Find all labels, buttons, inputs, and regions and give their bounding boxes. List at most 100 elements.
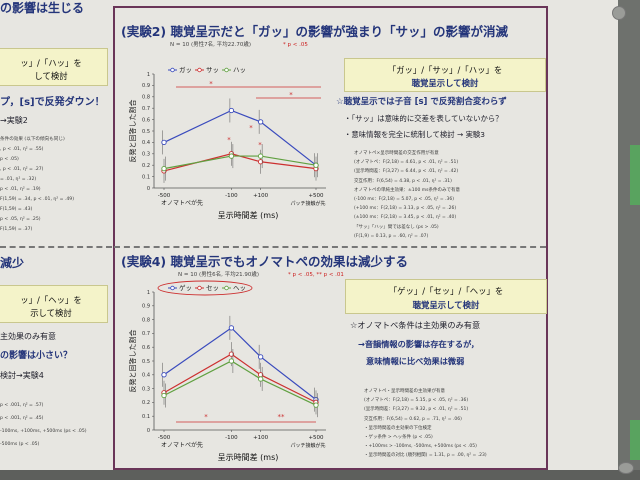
subject-info: N = 10 (男性7名, 平均22.70歳) (170, 42, 251, 48)
stats-line: (+100 ms：F(2,18) = 3.13, p < .05, η² = .… (354, 206, 457, 212)
x-tick-label: +500 (308, 435, 324, 441)
pin-icon (612, 6, 626, 20)
condition-box: 「ガッ」/「サッ」/「ハッ」を 聴覚呈示して検討 (344, 58, 546, 92)
stats-line: オノマトペ×呈示時間差の交互作用が有意 (354, 151, 439, 156)
y-tick-label: 0.6 (142, 345, 150, 351)
significance-legend: * p < .05 (283, 42, 308, 48)
stats-line: p < .05, η² = .25) (0, 217, 41, 222)
stats-line: ・呈示時間差の主効果の下位検定 (364, 425, 432, 431)
stats-line: (オノマトペ：F(2,18) = 5.15, p < .05, η² = .36… (364, 398, 469, 404)
note: →実験2 (0, 116, 28, 125)
conclusion-line: ・意味情報を完全に統制して検討 → 実験3 (344, 130, 486, 139)
legend-highlight (157, 280, 253, 296)
y-tick-label: 0.9 (142, 304, 150, 310)
box-text: ッ」/「ハッ」を (20, 58, 82, 68)
y-tick-label: 0 (147, 428, 150, 434)
data-point (228, 325, 235, 331)
data-point (257, 119, 264, 125)
conclusion-line: ・「サッ」は意味的に交差を表していないから？ (344, 114, 503, 123)
box-text: 示して検討 (30, 308, 72, 318)
y-tick-label: 0 (147, 186, 150, 192)
conclusion-line: →音韻情報の影響は存在するが， (358, 339, 479, 349)
stats-line: -100ms, +100ms, +500ms (ps < .05) (0, 429, 87, 434)
stats-line: ・+100ms > -100ms, -500ms, +500ms (ps < .… (364, 444, 477, 450)
note: 検討→実験4 (0, 371, 44, 380)
wall (618, 0, 640, 480)
poster-edge (0, 470, 640, 480)
y-tick-label: 1 (147, 72, 150, 78)
box-text: 聴覚呈示して検討 (412, 300, 480, 310)
y-tick-label: 0.3 (142, 386, 150, 392)
series-line (163, 327, 317, 401)
legend-marker (224, 285, 229, 291)
significance-star: * (249, 124, 253, 132)
stats-line: ・呈示時間差の対比 (順列相関) = 1.31, p = .00, η² = .… (364, 453, 487, 459)
pin-icon (618, 462, 634, 474)
legend-label: サッ (206, 66, 219, 74)
conclusion-line: ☆聴覚呈示では子音 [s] で反発割合変わらず (336, 97, 507, 107)
y-tick-label: 0.5 (142, 129, 150, 135)
stats-line: , p < .01, η² = .55) (0, 147, 44, 152)
y-tick-label: 0.8 (142, 95, 150, 101)
significance-star: * (209, 80, 213, 88)
y-tick-label: 0.2 (142, 400, 150, 406)
box-text: 「ゲッ」/「セッ」/「ヘッ」を (388, 286, 504, 296)
box-text: して検討 (34, 71, 68, 81)
section-title: 減少 (0, 256, 25, 270)
data-point (313, 402, 319, 408)
box-text: 「ガッ」/「サッ」/「ハッ」を (387, 65, 503, 75)
data-point (161, 139, 167, 146)
legend-marker (197, 285, 202, 291)
stats-line: (F(1,9) = 0.13, p = .60, η² = .07) (354, 233, 429, 239)
legend-label: ハッ (233, 66, 246, 74)
stats-line: オノマトペ・呈示時間差の主効果が有意 (364, 389, 445, 394)
left-column: の影響は生じる ッ」/「ハッ」を して検討 プ，[s]で反発ダウン！ →実験2 … (0, 0, 112, 476)
y-tick-label: 0.5 (142, 359, 150, 365)
legend-label: ガッ (179, 65, 192, 74)
legend-label: セッ (206, 284, 219, 292)
data-point (228, 153, 235, 159)
significance-star: * (204, 413, 208, 421)
data-point (161, 165, 167, 172)
y-tick-label: 0.9 (142, 83, 150, 89)
series-line (163, 360, 317, 406)
y-tick-label: 0.3 (142, 152, 150, 158)
x-under-label: パッチ接触が先 (290, 200, 325, 207)
stats-line: (オノマトペ：F(2,18) = 4.61, p < .01, η² = .51… (354, 160, 459, 166)
stats-line: p < .01, η² = .19) (0, 187, 41, 192)
significance-star: * (258, 141, 262, 149)
stats-line: -500ms (p < .05) (0, 442, 40, 447)
series-line (163, 155, 317, 170)
line-chart: 0 0.1 0.2 0.3 0.4 0.5 0.6 0.7 0.8 0.9 1 -500 -100 +10… (128, 65, 326, 220)
stats-line: (呈示時間差：F(3,27) = 6.44, p < .01, η² = .42… (354, 169, 459, 175)
data-point (257, 159, 264, 165)
data-point (257, 376, 264, 382)
section-frame (113, 6, 548, 470)
x-tick-label: -500 (158, 193, 171, 199)
data-point (161, 392, 167, 399)
data-point (161, 372, 167, 378)
stats-line: p < .05) (0, 157, 19, 162)
legend-label: ゲッ (179, 283, 192, 292)
data-point (257, 153, 264, 159)
divider (0, 246, 112, 248)
stats-line: , p < .01, η² = .27) (0, 167, 44, 172)
experiment-label: (実験4) 聴覚呈示でもオノマトペの効果は減少する (121, 254, 408, 269)
legend-marker (170, 285, 175, 291)
y-tick-label: 0.7 (142, 331, 150, 337)
y-tick-label: 0.6 (142, 117, 150, 123)
x-tick-label: +100 (253, 435, 269, 441)
stats-line: F(1,59) = .34, p < .01, η² = .49) (0, 197, 74, 202)
data-point (228, 351, 235, 357)
stats-line: オノマトペの単純主効果：±100 ms条件のみで有意 (354, 187, 461, 193)
stats-line: ・ゲッ条件 > ヘッ条件 (p < .05) (364, 435, 433, 440)
significance-star: * (227, 136, 231, 144)
condition-box: ッ」/「ヘッ」を 示して検討 (0, 285, 108, 323)
legend-marker (224, 67, 229, 73)
note: の影響は小さい？ (0, 351, 73, 361)
stats-line: 条件の効果 (以下の傾向も同じ) (0, 137, 65, 142)
significance-star: * (289, 91, 293, 99)
x-axis-label: 呈示時間差 (ms) (218, 452, 279, 462)
significance-legend: * p < .05, ** p < .01 (288, 272, 344, 278)
x-under-label: オノマトペが先 (161, 441, 203, 449)
